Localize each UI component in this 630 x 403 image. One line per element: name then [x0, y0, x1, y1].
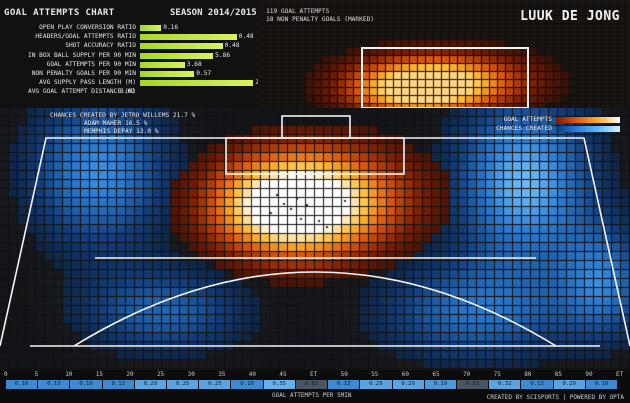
timeline-segment: 0.35	[263, 380, 295, 389]
credit-text: CREATED BY SCISPORTS | POWERED BY OPTA	[486, 394, 624, 401]
stat-label: AVG GOAL ATTEMPT DISTANCE (M)	[27, 88, 136, 96]
timeline-segment: 0.10	[585, 380, 617, 389]
stat-value: 0.16	[163, 24, 179, 31]
stat-row: HEADERS/GOAL ATTEMPTS RATIO 0.48	[0, 33, 258, 41]
timeline-tick: 75	[493, 371, 501, 378]
timeline-segment: 0.32	[489, 380, 521, 389]
timeline-segment: 0.13	[328, 380, 360, 389]
pitch-heatmap	[0, 108, 630, 370]
timeline-tick: 5	[34, 371, 39, 378]
timeline-tick: 0	[4, 371, 8, 378]
stat-bar	[140, 61, 185, 68]
timeline-segment: 0.19	[424, 380, 456, 389]
stat-row: OPEN PLAY CONVERSION RATIO 0.16	[0, 24, 258, 31]
stat-value: 5.86	[215, 51, 231, 59]
legend-goal-label: GOAL ATTEMPTS	[503, 116, 552, 123]
timeline-tick: 90	[585, 371, 593, 378]
stat-row: IN BOX BALL SUPPLY PER 90 MIN 5.86	[0, 52, 258, 59]
stat-row: AVG SUPPLY PASS LENGTH (M)25.79	[0, 79, 274, 87]
timeline-segment: 0.03	[295, 380, 328, 389]
chances-created-line-3: MEMPHIS DEPAY 13.0 %	[84, 128, 159, 135]
stat-label: IN BOX BALL SUPPLY PER 90 MIN	[27, 51, 136, 59]
goal-area-lines	[361, 47, 529, 108]
stat-value: 0.57	[196, 70, 212, 77]
stat-row: NON PENALTY GOALS PER 90 MIN 0.57	[0, 70, 258, 77]
timeline-segment: 0.16	[6, 380, 38, 389]
timeline-axis-label: GOAL ATTEMPTS PER 5MIN	[272, 392, 352, 399]
chances-created-line-1: CHANCES CREATED BY JETRO WILLEMS 21.7 %	[50, 112, 196, 119]
stat-bar	[140, 34, 237, 41]
timeline-segment: 0.29	[392, 380, 424, 389]
timeline-tick: 45	[279, 371, 287, 378]
goal-attempts-count: 119 GOAL ATTEMPTS	[266, 8, 330, 15]
timeline-tick: 15	[95, 371, 104, 378]
timeline-tick: 85	[554, 371, 563, 378]
timeline-segment: 0.13	[521, 380, 553, 389]
timeline-tick: 25	[157, 371, 165, 378]
timeline-tick: 35	[218, 371, 226, 378]
timeline-segment: 0.29	[553, 380, 585, 389]
stat-bar	[140, 25, 162, 31]
legend-chance-swatch	[556, 126, 620, 132]
timeline-tick: 70	[463, 371, 471, 378]
stat-label: NON PENALTY GOALS PER 90 MIN	[31, 70, 136, 77]
stat-row: AVG GOAL ATTEMPT DISTANCE (M) 8.62	[0, 88, 258, 95]
timeline-tick: 80	[524, 371, 532, 378]
timeline-tick: ET	[310, 371, 318, 378]
timeline-tick: 65	[432, 371, 440, 378]
timeline-tick: 40	[248, 371, 257, 378]
timeline-segment: 0.25	[167, 380, 199, 389]
timeline-segment: 0.25	[199, 380, 231, 389]
timeline-bar: 0.16 0.13 0.10 0.13 0.29 0.25 0.25 0.10 0.35 0.03…	[6, 380, 618, 389]
timeline-tick: 60	[401, 371, 410, 378]
stat-bar	[140, 43, 223, 50]
season-label: SEASON 2014/2015	[170, 8, 257, 18]
timeline-segment: 0.29	[134, 380, 167, 389]
stat-value: 0.48	[224, 42, 240, 50]
timeline-segment: 0.03	[456, 380, 489, 389]
timeline-tick: 10	[65, 371, 73, 378]
timeline-tick: 30	[187, 371, 195, 378]
timeline-segment: 0.13	[38, 380, 70, 389]
timeline-tick: 55	[371, 371, 379, 378]
timeline-tick: 20	[126, 371, 134, 378]
stat-bar	[140, 52, 214, 59]
stat-bar	[110, 89, 120, 95]
timeline-segment: 0.10	[231, 380, 263, 389]
pitch-panel: CHANCES CREATED BY JETRO WILLEMS 21.7 % …	[0, 108, 630, 370]
stat-label: OPEN PLAY CONVERSION RATIO	[39, 24, 136, 31]
non-penalty-goals-count: 18 NON PENALTY GOALS (MARKED)	[266, 16, 375, 23]
stats-panel: GOAL ATTEMPTS CHART SEASON 2014/2015 OPE…	[0, 0, 274, 108]
stat-value: 8.62	[120, 88, 135, 96]
timeline-tick: 50	[340, 371, 348, 378]
stat-value: 0.48	[238, 33, 254, 41]
stat-row: SHOT ACCURACY RATIO 0.48	[0, 42, 258, 50]
stat-label: HEADERS/GOAL ATTEMPTS RATIO	[35, 33, 136, 41]
timeline-segment: 0.13	[102, 380, 134, 389]
stat-label: AVG SUPPLY PASS LENGTH (M)	[39, 79, 136, 87]
stat-bar	[140, 71, 195, 77]
chances-created-line-2: ADAM MAHER 16.5 %	[84, 120, 148, 127]
legend-goal-swatch	[556, 117, 620, 123]
stat-label: GOAL ATTEMPTS PER 90 MIN	[46, 60, 136, 68]
stat-bar	[140, 80, 254, 87]
legend-chance-label: CHANCES CREATED	[496, 125, 552, 132]
goal-area-panel: 119 GOAL ATTEMPTS 18 NON PENALTY GOALS (…	[258, 0, 630, 108]
stat-value: 3.68	[186, 60, 202, 68]
stat-row: GOAL ATTEMPTS PER 90 MIN 3.68	[0, 61, 258, 68]
chart-title: GOAL ATTEMPTS CHART	[4, 8, 115, 18]
goal-area-heatmap	[258, 0, 630, 108]
timeline-panel: 0 5 10 15 20 25 30 35 40 45 ET 50 55 60 65 70 75 80 85 90 ET…	[0, 370, 630, 403]
stat-label: SHOT ACCURACY RATIO	[65, 42, 136, 50]
player-name: LUUK DE JONG	[520, 9, 620, 24]
pitch-lines	[0, 115, 630, 347]
timeline-segment: 0.29	[360, 380, 392, 389]
timeline-segment: 0.10	[70, 380, 102, 389]
timeline-tick: ET	[616, 371, 624, 378]
